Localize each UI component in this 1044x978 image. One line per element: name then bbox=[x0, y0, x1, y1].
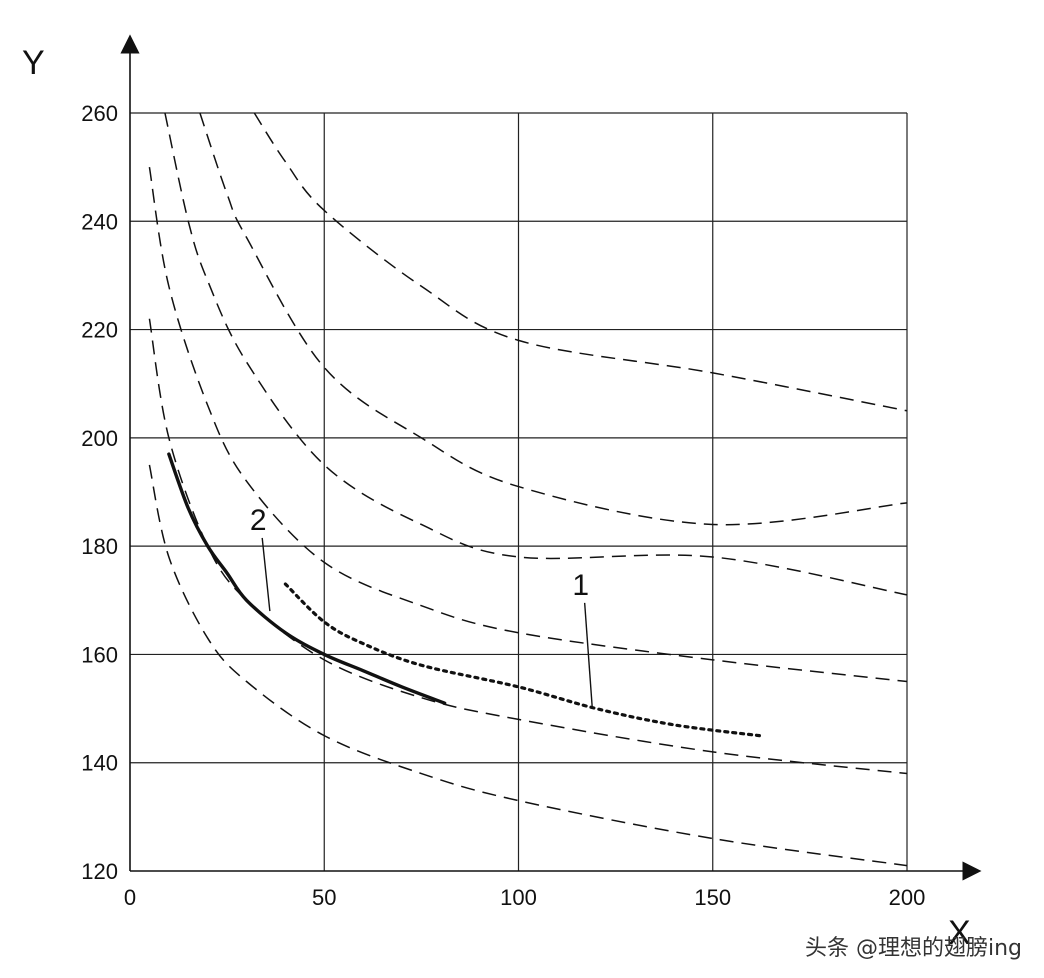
x-tick-label-100: 100 bbox=[500, 885, 537, 910]
grid bbox=[130, 112, 908, 871]
y-tick-label-120: 120 bbox=[81, 859, 118, 884]
x-axis-label: X bbox=[948, 914, 971, 952]
y-tick-label-200: 200 bbox=[81, 426, 118, 451]
reference-curve-6 bbox=[253, 112, 908, 412]
callout-leader-1 bbox=[583, 602, 594, 709]
reference-curve-3 bbox=[148, 167, 908, 683]
x-tick-label-200: 200 bbox=[889, 885, 926, 910]
y-tick-label-220: 220 bbox=[81, 318, 118, 343]
y-tick-label-240: 240 bbox=[81, 209, 118, 234]
y-tick-label-140: 140 bbox=[81, 751, 118, 776]
reference-curves bbox=[148, 112, 908, 867]
x-tick-label-0: 0 bbox=[124, 885, 136, 910]
callout-label-1: 1 bbox=[572, 569, 589, 602]
reference-curve-4 bbox=[164, 112, 908, 596]
reference-curve-1 bbox=[148, 464, 908, 867]
watermark: 头条 @理想的翅膀ing bbox=[804, 936, 1022, 961]
callouts: 12 bbox=[250, 504, 594, 709]
callout-leader-2 bbox=[261, 537, 271, 612]
axes bbox=[120, 34, 982, 881]
y-tick-label-160: 160 bbox=[81, 642, 118, 667]
tick-labels: 0 50 100 150 200 120 140 160 180 200 220 240 260 bbox=[81, 101, 925, 910]
x-tick-label-150: 150 bbox=[694, 885, 731, 910]
y-axis-label: Y bbox=[22, 44, 45, 82]
x-tick-label-50: 50 bbox=[312, 885, 336, 910]
y-tick-label-180: 180 bbox=[81, 534, 118, 559]
callout-label-2: 2 bbox=[250, 504, 267, 537]
reference-curve-5 bbox=[199, 112, 908, 526]
series-2-line bbox=[167, 452, 447, 705]
reference-curve-2 bbox=[148, 318, 908, 775]
y-tick-label-260: 260 bbox=[81, 101, 118, 126]
data-series bbox=[167, 452, 761, 738]
series-1-line bbox=[283, 582, 761, 738]
